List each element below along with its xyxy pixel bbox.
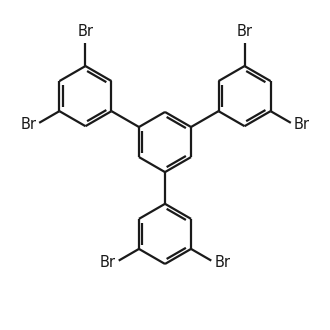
Text: Br: Br [237, 24, 252, 39]
Text: Br: Br [294, 117, 310, 132]
Text: Br: Br [100, 255, 116, 270]
Text: Br: Br [20, 117, 36, 132]
Text: Br: Br [78, 24, 93, 39]
Text: Br: Br [214, 255, 230, 270]
